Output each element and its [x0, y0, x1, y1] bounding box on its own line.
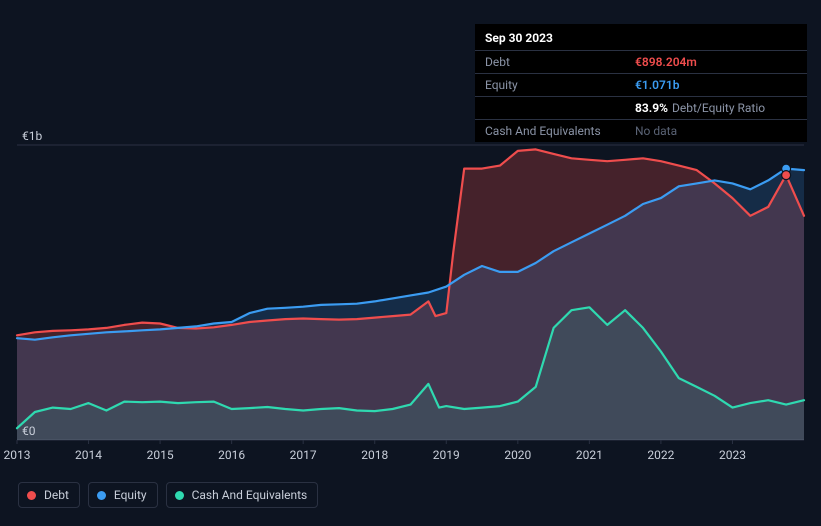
x-axis-label: 2013: [4, 448, 31, 462]
x-axis-label: 2023: [719, 448, 746, 462]
chart-tooltip: Sep 30 2023 Debt€898.204mEquity€1.071b83…: [475, 24, 807, 142]
tooltip-value: €898.204m: [635, 55, 697, 69]
x-axis-label: 2022: [647, 448, 674, 462]
legend-dot-icon: [175, 491, 184, 500]
x-axis-label: 2018: [361, 448, 388, 462]
tooltip-label: Debt: [485, 55, 635, 69]
tooltip-row: Equity€1.071b: [475, 73, 807, 96]
x-axis-label: 2017: [290, 448, 317, 462]
legend-dot-icon: [97, 491, 106, 500]
legend-label: Equity: [114, 488, 147, 502]
x-axis-label: 2020: [504, 448, 531, 462]
tooltip-value: No data: [635, 124, 677, 138]
tooltip-label: Cash And Equivalents: [485, 124, 635, 138]
x-axis-label: 2016: [218, 448, 245, 462]
tooltip-value: €1.071b: [635, 78, 679, 92]
legend-item-cash-and-equivalents[interactable]: Cash And Equivalents: [166, 482, 319, 508]
tooltip-row: Cash And EquivalentsNo data: [475, 119, 807, 142]
x-axis-label: 2014: [75, 448, 102, 462]
tooltip-date: Sep 30 2023: [475, 24, 807, 50]
x-axis-label: 2019: [433, 448, 460, 462]
x-axis-label: 2015: [147, 448, 174, 462]
tooltip-row: 83.9%Debt/Equity Ratio: [475, 96, 807, 119]
tooltip-label: Equity: [485, 78, 635, 92]
tooltip-value: 83.9%Debt/Equity Ratio: [635, 101, 765, 115]
legend-label: Debt: [44, 488, 69, 502]
y-axis-label: €0: [22, 424, 36, 438]
legend-item-debt[interactable]: Debt: [18, 482, 80, 508]
chart-container: Sep 30 2023 Debt€898.204mEquity€1.071b83…: [0, 0, 821, 526]
legend-label: Cash And Equivalents: [192, 488, 308, 502]
tooltip-row: Debt€898.204m: [475, 50, 807, 73]
legend-item-equity[interactable]: Equity: [88, 482, 158, 508]
chart-legend: Debt Equity Cash And Equivalents: [18, 482, 318, 508]
legend-dot-icon: [27, 491, 36, 500]
y-axis-label: €1b: [22, 129, 42, 143]
x-axis-label: 2021: [576, 448, 603, 462]
tooltip-label: [485, 101, 635, 115]
